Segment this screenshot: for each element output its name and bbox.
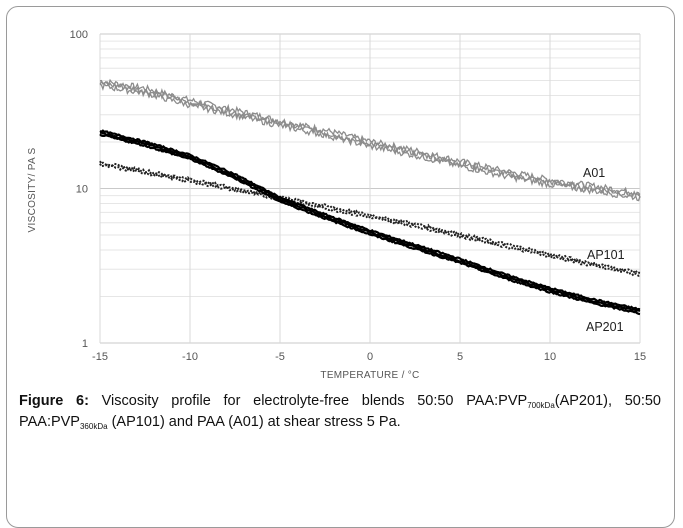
series-line-ap101 — [99, 163, 641, 277]
figure-caption: Figure 6: Viscosity profile for electrol… — [19, 393, 661, 435]
caption-label: Figure 6: — [19, 393, 89, 409]
figure-frame — [6, 6, 675, 528]
y-tick-label: 1 — [82, 338, 88, 350]
series-lines: A01 AP101 AP201 — [99, 78, 641, 334]
grid — [99, 33, 641, 344]
x-tick-label: 0 — [367, 351, 373, 363]
y-axis-label: VISCOSITY/ PA S — [27, 148, 38, 233]
series-line-a01 — [99, 83, 641, 202]
series-label-ap101: AP101 — [587, 248, 625, 262]
series-label-ap201: AP201 — [586, 320, 624, 334]
x-tick-label: 15 — [634, 351, 646, 363]
tick-labels: -15 -10 -5 0 5 10 15 1 10 100 — [70, 29, 646, 363]
x-tick-label: 5 — [457, 351, 463, 363]
series-label-a01: A01 — [583, 166, 605, 180]
caption-sub-2: 360kDa — [79, 422, 108, 431]
series-line-ap201 — [99, 133, 641, 316]
caption-text-2: (AP201), 50:50 PAA:PVP — [19, 393, 661, 430]
x-axis-label: TEMPERATURE / °C — [320, 370, 419, 381]
x-tick-label: -5 — [275, 351, 285, 363]
y-tick-label: 10 — [76, 184, 88, 196]
viscosity-chart: -15 -10 -5 0 5 10 15 1 10 100 A01 AP101 AP201 TEMPE… — [27, 29, 646, 381]
x-tick-label: -15 — [92, 351, 108, 363]
x-tick-label: -10 — [182, 351, 198, 363]
caption-text-1: Viscosity profile for electrolyte-free b… — [88, 393, 528, 409]
series-line-ap201 — [100, 131, 641, 312]
caption-text-3: (AP101) and PAA (A01) at shear stress 5 … — [107, 414, 401, 430]
y-tick-label: 100 — [70, 29, 88, 41]
caption-sub-1: 700kDa — [527, 401, 555, 410]
x-tick-label: 10 — [544, 351, 556, 363]
